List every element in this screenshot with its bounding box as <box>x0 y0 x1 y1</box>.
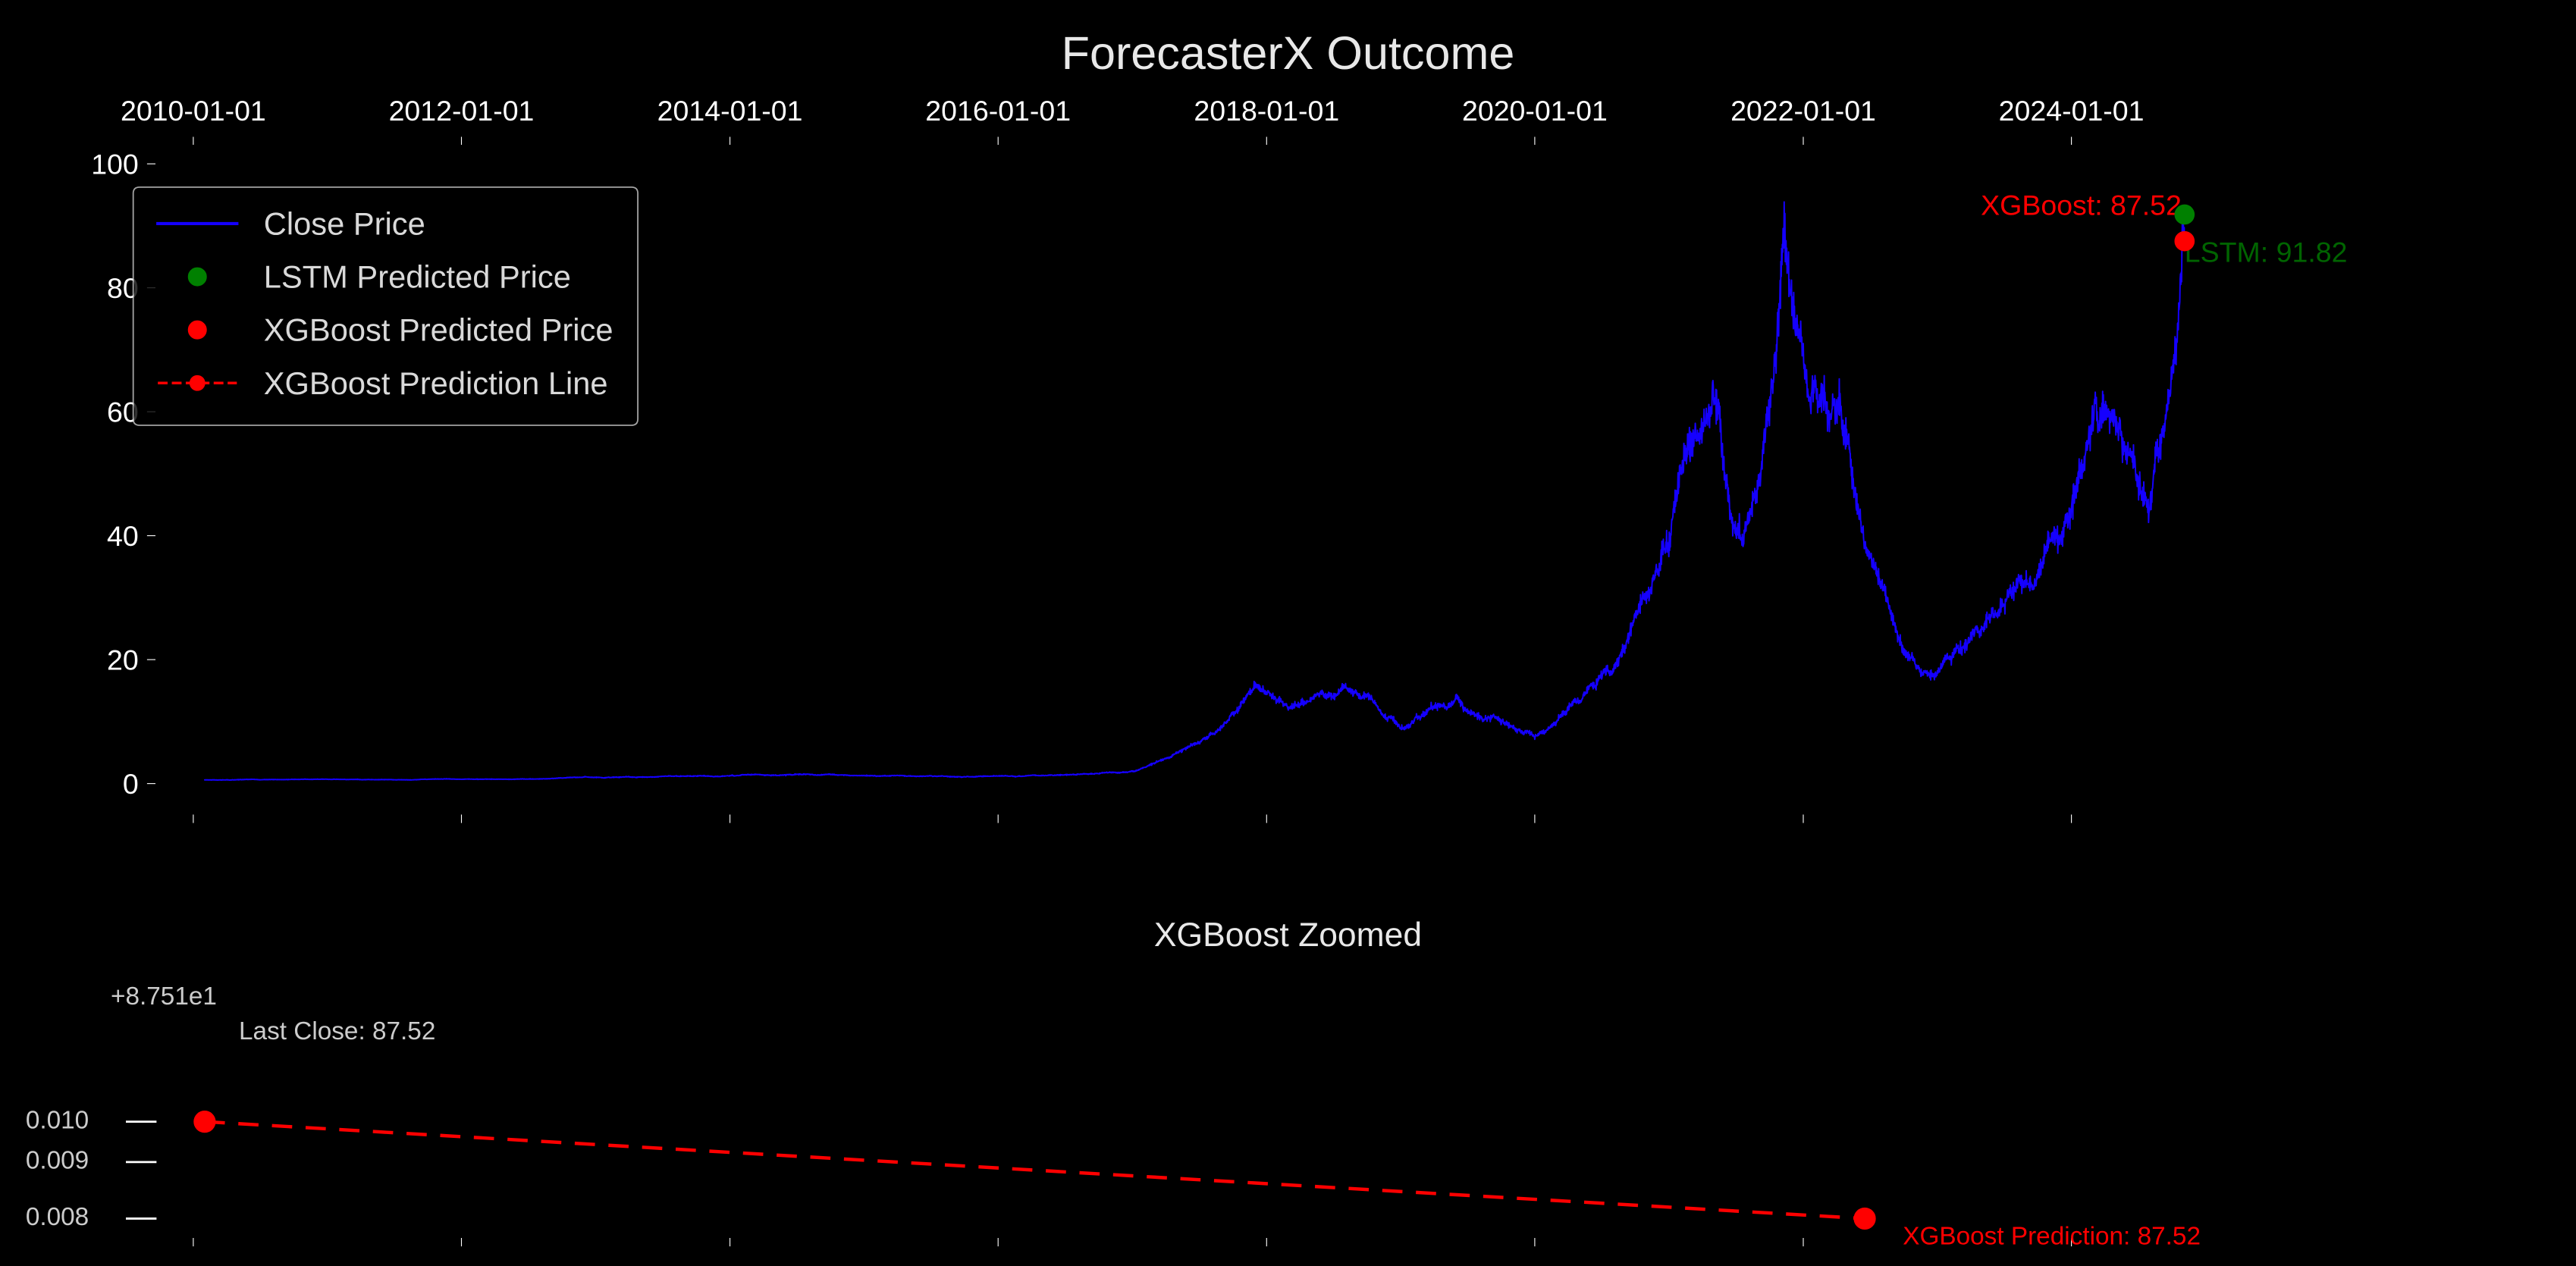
svg-text:LSTM: 91.82: LSTM: 91.82 <box>2185 236 2348 268</box>
svg-text:XGBoost Prediction Line: XGBoost Prediction Line <box>264 365 608 401</box>
svg-text:XGBoost Predicted Price: XGBoost Predicted Price <box>264 312 613 348</box>
svg-text:0.009: 0.009 <box>26 1147 89 1175</box>
svg-text:40: 40 <box>107 520 139 552</box>
svg-text:0.010: 0.010 <box>26 1106 89 1134</box>
svg-text:2014-01-01: 2014-01-01 <box>657 95 803 127</box>
svg-text:2020-01-01: 2020-01-01 <box>1462 95 1608 127</box>
svg-text:2022-01-01: 2022-01-01 <box>1730 95 1876 127</box>
svg-text:LSTM Predicted Price: LSTM Predicted Price <box>264 259 571 295</box>
svg-text:Last Close: 87.52: Last Close: 87.52 <box>239 1017 435 1045</box>
svg-text:2016-01-01: 2016-01-01 <box>925 95 1071 127</box>
svg-text:2024-01-01: 2024-01-01 <box>1999 95 2145 127</box>
svg-text:0.008: 0.008 <box>26 1203 89 1231</box>
svg-text:ForecasterX Outcome: ForecasterX Outcome <box>1062 27 1515 79</box>
svg-text:2012-01-01: 2012-01-01 <box>389 95 535 127</box>
svg-text:100: 100 <box>91 149 139 180</box>
svg-text:2018-01-01: 2018-01-01 <box>1194 95 1339 127</box>
svg-text:20: 20 <box>107 644 139 676</box>
svg-text:Close Price: Close Price <box>264 206 425 242</box>
svg-text:XGBoost: 87.52: XGBoost: 87.52 <box>1981 189 2182 221</box>
svg-text:XGBoost Zoomed: XGBoost Zoomed <box>1154 917 1422 954</box>
svg-text:XGBoost Prediction: 87.52: XGBoost Prediction: 87.52 <box>1903 1223 2201 1251</box>
svg-text:0: 0 <box>123 768 139 800</box>
svg-text:2010-01-01: 2010-01-01 <box>121 95 266 127</box>
svg-text:+8.751e1: +8.751e1 <box>111 982 217 1011</box>
